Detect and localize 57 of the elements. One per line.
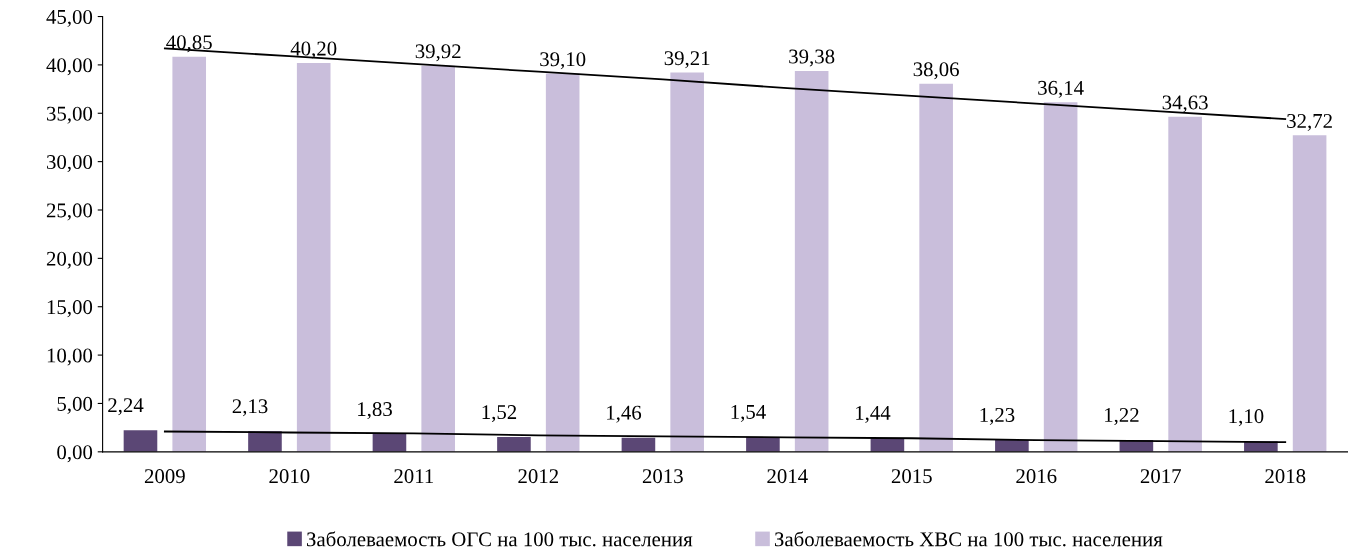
legend-label: Заболеваемость ОГС на 100 тыс. населения bbox=[307, 531, 693, 547]
data-label: 1,52 bbox=[482, 405, 517, 423]
bar bbox=[1168, 116, 1202, 452]
bar bbox=[372, 434, 407, 452]
data-label: 1,23 bbox=[980, 407, 1015, 425]
data-label: 1,83 bbox=[358, 402, 392, 420]
y-tick-label: 40,00 bbox=[46, 58, 93, 76]
bar bbox=[545, 73, 580, 452]
bar bbox=[1043, 102, 1078, 452]
x-tick-label: 2010 bbox=[269, 469, 310, 484]
x-tick-label: 2013 bbox=[642, 469, 683, 484]
legend-label: Заболеваемость ХВС на 100 тыс. населения bbox=[774, 531, 1163, 547]
bar bbox=[1292, 135, 1327, 452]
y-tick-label: 10,00 bbox=[47, 348, 93, 366]
y-tick-label: 35,00 bbox=[47, 106, 93, 124]
bar bbox=[123, 430, 158, 452]
bar bbox=[172, 56, 207, 452]
data-label: 39,38 bbox=[789, 49, 835, 67]
y-tick-label: 5,00 bbox=[57, 396, 93, 414]
data-label: 39,10 bbox=[540, 52, 586, 70]
bar bbox=[670, 72, 704, 452]
x-tick-label: 2009 bbox=[144, 469, 185, 484]
data-label: 34,63 bbox=[1162, 95, 1208, 113]
data-label: 40,20 bbox=[290, 41, 337, 59]
x-tick-label: 2014 bbox=[767, 469, 808, 484]
data-label: 39,21 bbox=[664, 51, 710, 69]
y-tick-label: 30,00 bbox=[47, 155, 93, 173]
data-label: 40,85 bbox=[166, 35, 212, 53]
bar bbox=[421, 65, 455, 452]
bar bbox=[919, 83, 953, 452]
y-tick-label: 25,00 bbox=[46, 203, 93, 221]
y-tick-label: 0,00 bbox=[57, 445, 93, 463]
data-label: 1,22 bbox=[1105, 408, 1139, 426]
y-tick-label: 15,00 bbox=[47, 300, 93, 318]
data-label: 1,44 bbox=[856, 405, 891, 423]
x-tick-label: 2017 bbox=[1140, 469, 1181, 484]
x-tick-label: 2016 bbox=[1016, 469, 1057, 484]
x-tick-label: 2012 bbox=[518, 469, 558, 484]
data-label: 1,54 bbox=[731, 404, 766, 422]
line-series bbox=[163, 430, 1287, 444]
data-label: 36,14 bbox=[1038, 80, 1084, 98]
x-tick-label: 2018 bbox=[1265, 469, 1306, 484]
data-label: 32,72 bbox=[1287, 113, 1332, 131]
data-label: 2,13 bbox=[232, 399, 268, 417]
bar bbox=[296, 62, 331, 452]
y-tick-label: 20,00 bbox=[46, 251, 93, 269]
data-label: 2,24 bbox=[108, 398, 144, 416]
x-tick-label: 2015 bbox=[891, 469, 932, 484]
x-tick-label: 2011 bbox=[394, 469, 434, 484]
bar bbox=[497, 437, 531, 452]
data-label: 39,92 bbox=[415, 44, 461, 62]
data-label: 1,10 bbox=[1229, 409, 1264, 427]
data-label: 1,46 bbox=[607, 405, 642, 423]
bar bbox=[794, 70, 829, 452]
y-tick-label: 45,00 bbox=[46, 9, 93, 27]
data-label: 38,06 bbox=[913, 62, 959, 80]
bar bbox=[621, 437, 656, 452]
